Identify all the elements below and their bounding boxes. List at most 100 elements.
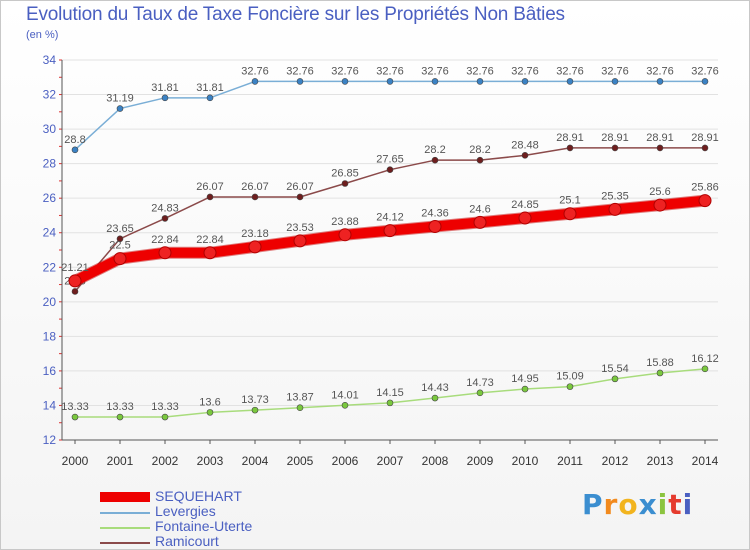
- legend-swatch: [100, 512, 150, 514]
- data-label: 13.33: [61, 401, 89, 413]
- data-label: 23.88: [331, 216, 359, 228]
- data-label: 28.91: [556, 132, 584, 144]
- legend-label: SEQUEHART: [155, 488, 242, 504]
- data-label: 32.76: [286, 65, 314, 77]
- data-point: [431, 156, 439, 164]
- data-label: 15.54: [601, 363, 629, 375]
- data-label: 31.19: [106, 93, 134, 105]
- data-label: 24.12: [376, 212, 404, 224]
- data-point: [296, 404, 304, 412]
- data-label: 23.18: [241, 228, 269, 240]
- proxiti-logo: Proxiti: [582, 488, 693, 521]
- x-tick-label: 2007: [377, 454, 404, 468]
- data-point: [428, 220, 442, 234]
- data-point: [383, 224, 397, 238]
- data-label: 13.33: [106, 401, 134, 413]
- data-label: 32.76: [421, 65, 449, 77]
- data-label: 14.01: [331, 389, 359, 401]
- x-tick-label: 2014: [692, 454, 719, 468]
- data-point: [116, 105, 124, 112]
- data-point: [113, 252, 127, 266]
- y-tick-label: 14: [43, 398, 57, 412]
- chart-subtitle: (en %): [26, 29, 59, 41]
- data-point: [521, 78, 529, 85]
- data-label: 31.81: [151, 82, 179, 94]
- data-point: [566, 78, 574, 85]
- data-label: 15.09: [556, 371, 584, 383]
- legend-label: Fontaine-Uterte: [155, 518, 253, 534]
- data-label: 32.76: [466, 65, 494, 77]
- y-tick-label: 26: [43, 191, 57, 205]
- data-point: [116, 235, 124, 243]
- x-tick-label: 2004: [242, 454, 269, 468]
- data-label: 28.91: [646, 132, 674, 144]
- data-point: [251, 406, 259, 414]
- data-label: 28.48: [511, 139, 539, 151]
- chart-title: Evolution du Taux de Taxe Foncière sur l…: [26, 4, 565, 25]
- data-point: [701, 365, 709, 373]
- x-tick-label: 2000: [62, 454, 89, 468]
- data-label: 32.76: [646, 65, 674, 77]
- x-tick-label: 2005: [287, 454, 314, 468]
- data-point: [71, 288, 79, 295]
- data-point: [251, 78, 259, 85]
- data-point: [431, 394, 439, 402]
- y-tick-label: 28: [43, 157, 57, 171]
- data-point: [251, 193, 259, 201]
- logo-letter: x: [638, 488, 658, 521]
- data-label: 23.65: [106, 223, 134, 235]
- data-point: [473, 215, 487, 229]
- data-label: 24.85: [511, 199, 539, 211]
- data-point: [521, 152, 529, 159]
- y-tick-label: 18: [43, 329, 57, 343]
- data-point: [656, 144, 664, 152]
- data-label: 13.87: [286, 392, 314, 404]
- data-point: [116, 413, 124, 421]
- data-label: 16.12: [691, 353, 719, 365]
- data-label: 25.1: [559, 195, 580, 207]
- legend-swatch: [100, 492, 150, 502]
- x-tick-label: 2010: [512, 454, 539, 468]
- data-point: [71, 413, 79, 421]
- data-label: 23.53: [286, 222, 314, 234]
- legend-swatch: [100, 527, 150, 529]
- data-point: [68, 274, 82, 288]
- data-label: 28.2: [469, 144, 490, 156]
- x-tick-label: 2008: [422, 454, 449, 468]
- data-point: [608, 202, 622, 216]
- logo-letter: i: [657, 488, 669, 521]
- y-tick-label: 32: [43, 88, 57, 102]
- logo-letter: i: [682, 488, 694, 521]
- data-point: [293, 234, 307, 248]
- data-label: 32.76: [376, 65, 404, 77]
- data-label: 32.76: [601, 65, 629, 77]
- data-point: [338, 228, 352, 242]
- data-label: 28.91: [601, 132, 629, 144]
- data-point: [566, 383, 574, 390]
- y-tick-label: 24: [43, 226, 57, 240]
- data-point: [611, 375, 619, 383]
- data-label: 21.21: [61, 262, 89, 274]
- data-point: [386, 399, 394, 407]
- data-point: [296, 78, 304, 85]
- data-label: 15.88: [646, 357, 674, 369]
- data-label: 25.35: [601, 190, 629, 202]
- data-point: [203, 246, 217, 260]
- data-point: [206, 94, 214, 102]
- data-label: 13.33: [151, 401, 179, 413]
- y-tick-label: 22: [43, 260, 57, 274]
- data-point: [206, 409, 214, 416]
- data-point: [698, 194, 712, 208]
- logo-letter: P: [582, 488, 604, 521]
- x-tick-label: 2003: [197, 454, 224, 468]
- data-label: 32.76: [241, 65, 269, 77]
- data-label: 14.43: [421, 382, 449, 394]
- data-point: [341, 401, 349, 409]
- data-label: 22.84: [196, 234, 224, 246]
- data-point: [161, 413, 169, 421]
- data-label: 14.73: [466, 377, 494, 389]
- data-label: 14.15: [376, 387, 404, 399]
- x-tick-label: 2013: [647, 454, 674, 468]
- data-label: 25.86: [691, 182, 719, 194]
- data-point: [158, 246, 172, 260]
